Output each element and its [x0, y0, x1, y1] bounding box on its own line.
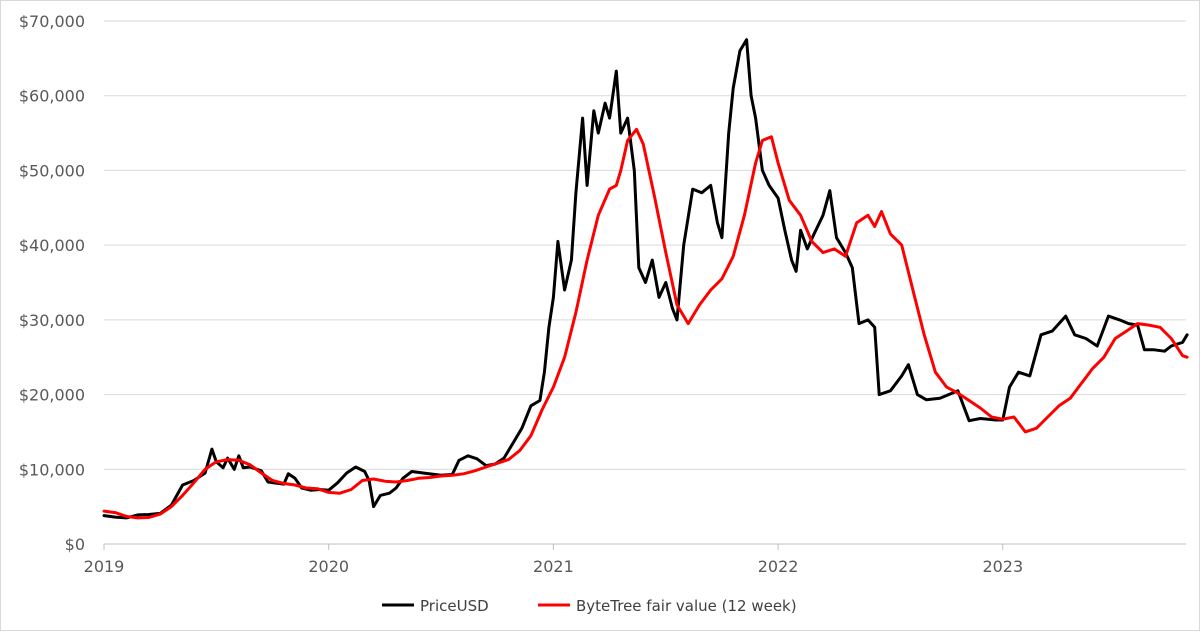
gridlines [104, 20, 1186, 470]
series-line-fair-value [102, 127, 1189, 520]
x-axis-ticks: 2019 2020 2021 2022 2023 [84, 544, 1023, 576]
y-tick-label: $70,000 [19, 12, 85, 31]
x-tick-label: 2023 [982, 557, 1023, 576]
legend: PriceUSD ByteTree fair value (12 week) [382, 597, 797, 615]
y-tick-label: $20,000 [19, 386, 85, 405]
y-axis-tick-labels: $0 $10,000 $20,000 $30,000 $40,000 $50,000 $60… [19, 12, 85, 554]
x-tick-label: 2020 [308, 557, 349, 576]
y-tick-label: $10,000 [19, 460, 85, 479]
y-tick-label: $30,000 [19, 311, 85, 330]
y-tick-label: $60,000 [19, 87, 85, 106]
series-lines [102, 38, 1189, 520]
x-tick-label: 2019 [84, 557, 125, 576]
legend-label-fair-value: ByteTree fair value (12 week) [576, 597, 797, 615]
y-tick-label: $0 [65, 535, 85, 554]
x-tick-label: 2021 [533, 557, 574, 576]
y-tick-label: $50,000 [19, 161, 85, 180]
series-line-priceusd [102, 38, 1189, 520]
x-tick-label: 2022 [758, 557, 799, 576]
y-tick-label: $40,000 [19, 236, 85, 255]
legend-label-priceusd: PriceUSD [420, 597, 489, 615]
